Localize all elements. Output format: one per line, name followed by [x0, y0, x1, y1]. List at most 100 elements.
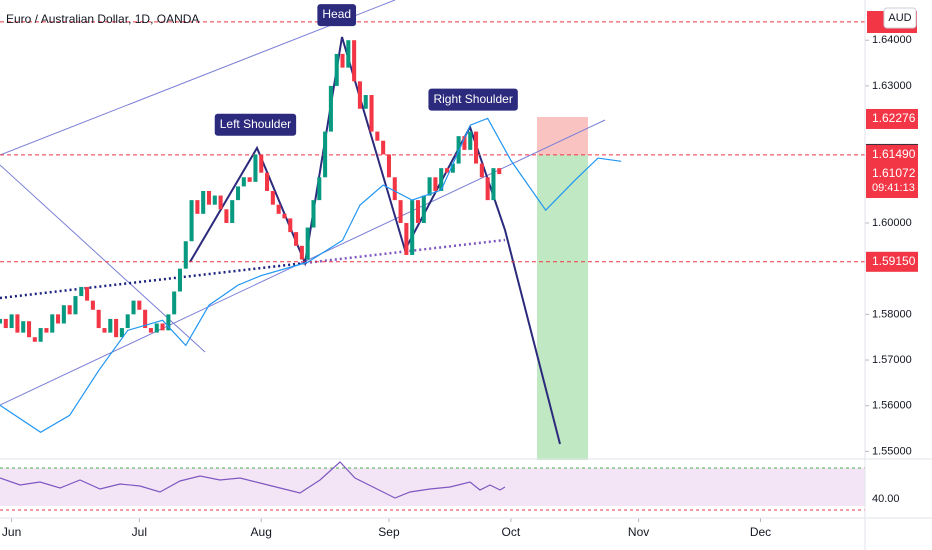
- y-tick-label: 1.60000: [872, 217, 912, 229]
- candle-body: [491, 168, 496, 201]
- candle-body: [334, 53, 339, 86]
- annotation-box: [428, 88, 518, 111]
- candle-body: [363, 95, 368, 109]
- candle-body: [0, 318, 3, 324]
- candle-body: [381, 140, 386, 155]
- price-label: 1.61072: [872, 166, 916, 180]
- price-label-box: [866, 144, 918, 165]
- price-label-box: [866, 251, 918, 272]
- pattern-line: [189, 36, 561, 445]
- candle-body: [369, 95, 374, 132]
- x-tick-label: Jun: [2, 525, 21, 539]
- annotation-box: [317, 4, 357, 27]
- candle-body: [26, 321, 32, 338]
- candle-body: [119, 328, 124, 338]
- candle-body: [61, 305, 66, 324]
- x-tick-label: Sep: [378, 525, 400, 539]
- candle-body: [218, 195, 223, 210]
- candle-body: [56, 314, 61, 324]
- candle-body: [67, 305, 72, 315]
- candle-body: [154, 323, 159, 333]
- currency[interactable]: AUD: [888, 12, 911, 24]
- candle-body: [462, 136, 467, 150]
- countdown: 09:41:13: [872, 182, 915, 194]
- y-tick-label: 1.64000: [872, 34, 912, 46]
- annotation: Right Shoulder: [433, 92, 512, 106]
- channel-line: [0, 119, 606, 406]
- neckline: [0, 261, 306, 300]
- candle-body: [160, 323, 165, 331]
- candle-body: [340, 53, 345, 68]
- candle-body: [346, 40, 351, 68]
- candle-body: [15, 314, 20, 333]
- candle-body: [79, 286, 84, 297]
- candle-body: [125, 314, 130, 329]
- candle-body: [433, 177, 438, 191]
- annotation: Left Shoulder: [220, 117, 291, 131]
- y-tick-label: 1.57000: [872, 354, 912, 366]
- y-tick-label: 1.56000: [872, 400, 912, 412]
- candle-body: [386, 154, 391, 178]
- candle-body: [404, 222, 409, 255]
- candle-body: [32, 337, 37, 342]
- candle-body: [288, 218, 293, 233]
- candle-body: [479, 163, 484, 178]
- plot: 1.64000 1.63000 1.60000 1.58000 1.57000 1.560…: [0, 4, 912, 539]
- candle-body: [311, 200, 316, 228]
- stop-zone: [537, 117, 588, 155]
- candle-body: [375, 131, 380, 141]
- candle-body: [485, 177, 490, 201]
- candle-body: [21, 321, 26, 333]
- candle-body: [108, 318, 113, 333]
- candle-body: [166, 314, 171, 331]
- rsi-line: [0, 461, 506, 499]
- candle-body: [201, 190, 206, 214]
- candle-body: [44, 328, 49, 333]
- candle-body: [172, 291, 177, 315]
- candle-body: [410, 200, 415, 255]
- candle-body: [305, 227, 310, 260]
- candle-body: [265, 172, 270, 191]
- x-tick-label: Jul: [132, 525, 147, 539]
- candle-body: [148, 328, 153, 333]
- candle-body: [189, 200, 194, 242]
- candle-body: [450, 163, 455, 173]
- candle-body: [421, 195, 426, 223]
- candle-body: [357, 81, 362, 109]
- candle-body: [3, 318, 8, 329]
- currency-button[interactable]: [883, 7, 917, 29]
- candle-body: [270, 190, 275, 205]
- channel-line: [0, 164, 206, 353]
- candle-body: [143, 309, 148, 329]
- y-tick-label: 1.55000: [872, 445, 912, 457]
- candle-body: [468, 131, 473, 150]
- candle-body: [85, 286, 90, 301]
- candle-body: [276, 204, 281, 214]
- candle-body: [352, 40, 357, 82]
- chart-title: Euro / Australian Dollar, 1D, OANDA: [6, 12, 199, 26]
- candle-body: [38, 328, 43, 342]
- candle-body: [131, 300, 136, 315]
- candle-body: [102, 328, 107, 333]
- y-tick-label: 1.58000: [872, 308, 912, 320]
- candle-body: [392, 177, 397, 201]
- candle-body: [328, 85, 333, 132]
- candle-body: [183, 241, 188, 269]
- candle-body: [247, 177, 252, 182]
- y-tick-label: 1.63000: [872, 80, 912, 92]
- annotation: Head: [322, 7, 351, 21]
- candle-body: [73, 296, 78, 315]
- price-label: 1.62276: [872, 111, 916, 125]
- candle-body: [259, 154, 264, 173]
- x-tick-label: Aug: [251, 525, 272, 539]
- candle-body: [50, 314, 55, 333]
- annotation-box: [214, 113, 297, 136]
- candle-body: [224, 209, 229, 223]
- candle-body: [114, 318, 119, 338]
- candle-body: [241, 177, 246, 187]
- rsi-band: [0, 468, 865, 506]
- target-zone: [537, 155, 588, 460]
- candle-body: [294, 232, 299, 246]
- candle-body: [497, 168, 502, 175]
